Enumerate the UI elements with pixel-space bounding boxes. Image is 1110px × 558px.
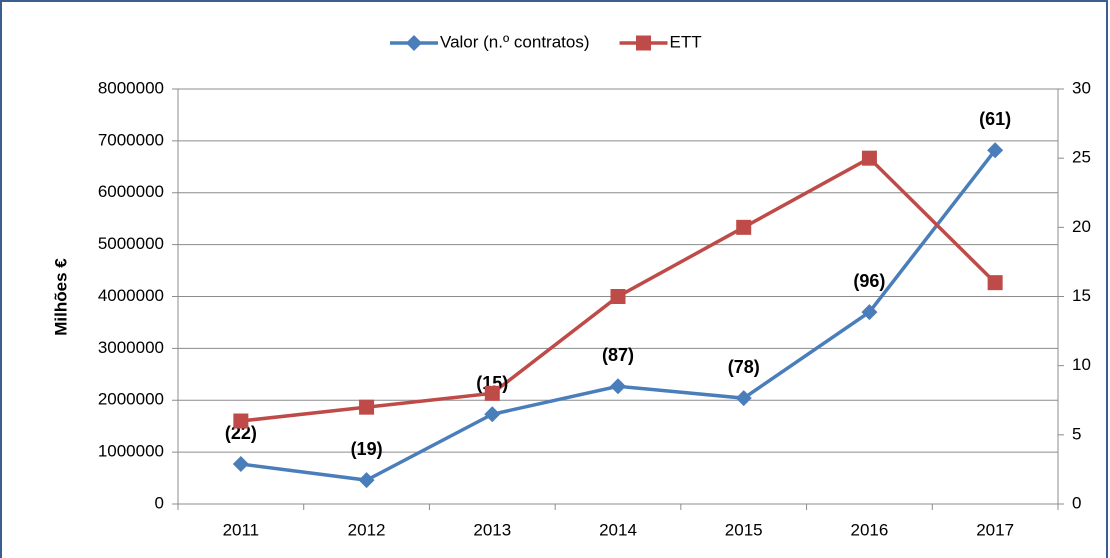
x-tick-label: 2011 bbox=[223, 520, 260, 539]
y-tick-label: 0 bbox=[155, 493, 164, 512]
point-marker bbox=[359, 399, 375, 415]
point-marker bbox=[358, 472, 375, 489]
point-marker bbox=[484, 406, 501, 423]
point-marker bbox=[233, 413, 249, 429]
y-tick-label: 6000000 bbox=[98, 182, 164, 201]
y2-tick-label: 5 bbox=[1072, 424, 1081, 443]
y2-tick-label: 25 bbox=[1072, 148, 1091, 167]
point-marker bbox=[736, 219, 752, 235]
y2-tick-label: 30 bbox=[1072, 78, 1091, 97]
y2-tick-label: 10 bbox=[1072, 355, 1091, 374]
point-marker bbox=[861, 150, 877, 166]
y2-tick-label: 15 bbox=[1072, 286, 1091, 305]
legend-label: Valor (n.º contratos) bbox=[440, 32, 590, 51]
legend-label: ETT bbox=[670, 32, 702, 51]
point-label: (22) bbox=[225, 423, 257, 443]
x-tick-label: 2016 bbox=[851, 520, 889, 539]
x-tick-label: 2017 bbox=[976, 520, 1014, 539]
y-tick-label: 7000000 bbox=[98, 130, 164, 149]
x-tick-label: 2014 bbox=[599, 520, 637, 539]
point-marker bbox=[610, 378, 626, 395]
y2-tick-label: 0 bbox=[1072, 493, 1081, 512]
legend-marker bbox=[636, 35, 652, 51]
x-tick-label: 2015 bbox=[725, 520, 763, 539]
point-label: (96) bbox=[853, 271, 885, 291]
x-tick-label: 2012 bbox=[348, 520, 386, 539]
y-tick-label: 1000000 bbox=[98, 442, 164, 461]
legend-marker bbox=[406, 35, 422, 51]
point-marker bbox=[987, 142, 1004, 159]
y2-tick-label: 20 bbox=[1072, 217, 1091, 236]
y-tick-label: 3000000 bbox=[98, 338, 164, 357]
point-marker bbox=[484, 385, 500, 401]
point-label: (87) bbox=[602, 345, 634, 365]
y-axis-label: Milhões € bbox=[51, 258, 70, 336]
point-marker bbox=[735, 390, 752, 407]
point-label: (19) bbox=[351, 439, 383, 459]
y-tick-label: 5000000 bbox=[98, 234, 164, 253]
point-label: (78) bbox=[728, 357, 760, 377]
point-label: (61) bbox=[979, 109, 1011, 129]
point-marker bbox=[232, 456, 249, 473]
y-tick-label: 4000000 bbox=[98, 286, 164, 305]
point-marker bbox=[987, 275, 1003, 291]
point-label: (15) bbox=[476, 373, 508, 393]
x-tick-label: 2013 bbox=[473, 520, 511, 539]
y-tick-label: 2000000 bbox=[98, 390, 164, 409]
point-marker bbox=[861, 304, 878, 321]
point-marker bbox=[610, 289, 626, 304]
y-tick-label: 8000000 bbox=[98, 78, 164, 97]
